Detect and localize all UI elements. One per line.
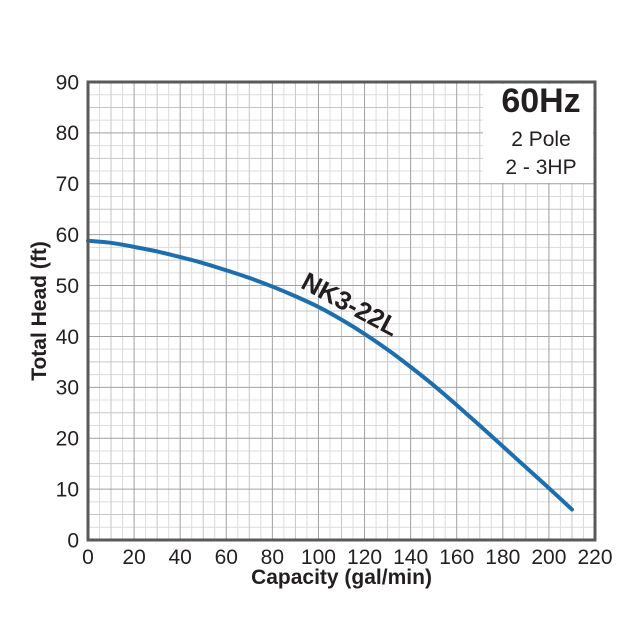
x-tick-label: 180 <box>485 546 520 569</box>
y-tick-label: 90 <box>56 71 79 94</box>
y-tick-label: 30 <box>56 377 79 400</box>
x-tick-label: 100 <box>301 546 336 569</box>
info-frequency: 60Hz <box>501 82 580 120</box>
x-tick-label: 140 <box>393 546 428 569</box>
info-box <box>483 84 593 183</box>
y-tick-label: 40 <box>56 326 79 349</box>
x-tick-label: 40 <box>169 546 192 569</box>
x-tick-label: 160 <box>439 546 474 569</box>
y-tick-label: 80 <box>56 122 79 145</box>
x-tick-label: 60 <box>215 546 238 569</box>
y-axis-title: Total Head (ft) <box>28 241 51 381</box>
x-tick-label: 20 <box>122 546 145 569</box>
y-tick-label: 0 <box>67 529 79 552</box>
x-tick-label: 80 <box>261 546 284 569</box>
plot-border <box>86 80 597 542</box>
x-tick-label: 120 <box>347 546 382 569</box>
y-tick-label: 10 <box>56 478 79 501</box>
info-pole: 2 Pole <box>511 128 571 151</box>
y-tick-label: 60 <box>56 224 79 247</box>
y-tick-label: 20 <box>56 428 79 451</box>
x-tick-label: 200 <box>531 546 566 569</box>
y-tick-label: 50 <box>56 275 79 298</box>
y-tick-label: 70 <box>56 173 79 196</box>
x-tick-label: 220 <box>577 546 612 569</box>
pump-curve <box>86 238 574 512</box>
x-tick-label: 0 <box>82 546 94 569</box>
info-horsepower: 2 - 3HP <box>505 156 576 179</box>
x-axis-title: Capacity (gal/min) <box>251 566 432 589</box>
